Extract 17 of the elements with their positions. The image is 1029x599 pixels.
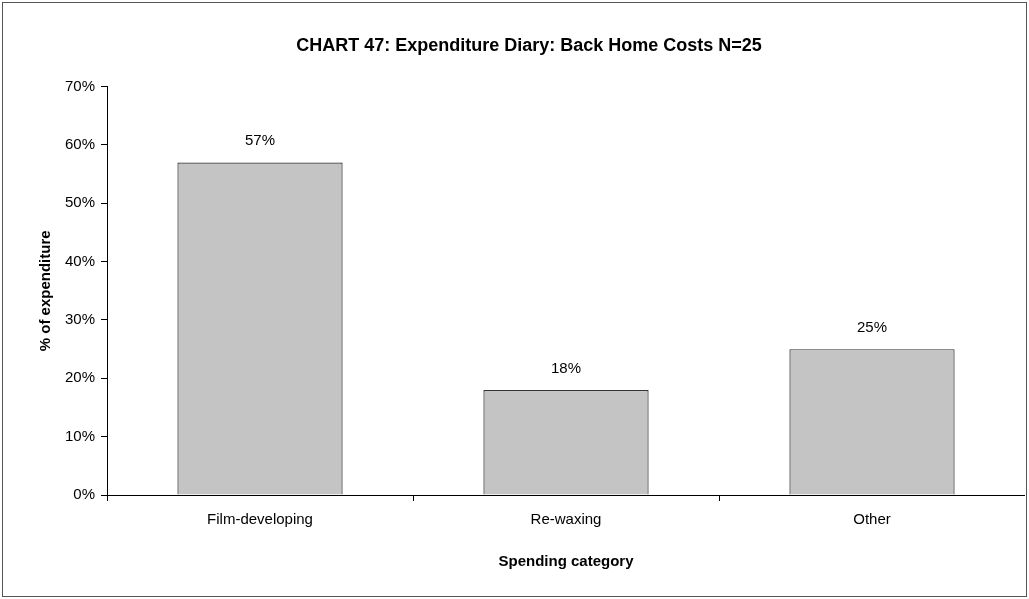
x-tick-label: Other (853, 510, 891, 528)
chart-title: CHART 47: Expenditure Diary: Back Home Costs N=25 (296, 34, 762, 55)
y-tick-label: 30% (64, 310, 96, 328)
y-tick-label: 40% (64, 251, 96, 269)
y-tick-label: 20% (64, 368, 96, 386)
y-tick-label: 60% (64, 135, 96, 153)
y-tick-label: 0% (73, 485, 96, 503)
y-tick-label: 10% (64, 426, 96, 444)
data-label: 18% (551, 358, 582, 376)
y-axis-title: % of expenditure (36, 230, 54, 352)
x-tick-label: Film-developing (207, 510, 313, 528)
data-label: 25% (856, 317, 888, 335)
y-tick-label: 70% (64, 76, 96, 94)
data-label: 57% (245, 131, 276, 149)
x-tick-label: Re-waxing (530, 510, 602, 528)
y-tick-label: 50% (64, 193, 96, 211)
x-axis-title: Spending category (498, 552, 635, 570)
